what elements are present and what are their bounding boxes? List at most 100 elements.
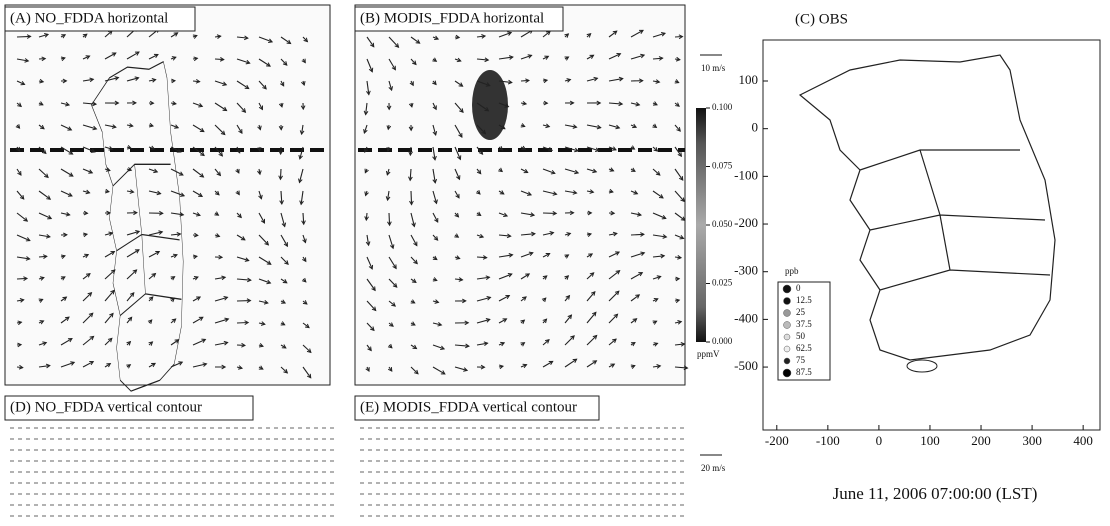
arrow-head [174, 339, 180, 344]
wind-arrow [520, 233, 535, 236]
arrow-head [260, 321, 266, 326]
x-tick-label: 400 [1073, 433, 1093, 448]
arrow-head [199, 127, 205, 133]
arrow-head [616, 52, 622, 58]
wind-arrow [82, 146, 96, 153]
arrow-head [522, 101, 528, 106]
wind-arrow [652, 234, 667, 238]
arrow-head [499, 364, 505, 370]
arrow-head [266, 279, 272, 285]
wind-arrow [258, 256, 272, 265]
arrow-head [615, 251, 621, 256]
arrow-head [67, 338, 73, 343]
arrow-head [589, 189, 595, 194]
wind-arrow [498, 102, 509, 108]
arrow-head [408, 126, 414, 132]
arrow-head [301, 81, 306, 87]
arrow-head [171, 100, 177, 106]
wind-arrow [299, 146, 304, 159]
arrow-head [465, 343, 470, 349]
arrow-head [414, 369, 419, 375]
arrow-head [241, 342, 246, 348]
arrow-head [483, 341, 489, 347]
wind-arrow [454, 168, 461, 180]
arrow-head [610, 363, 616, 368]
wind-arrow [564, 335, 575, 346]
arrow-head [589, 54, 595, 59]
wind-arrow [170, 212, 184, 216]
wind-arrow [476, 146, 484, 155]
arrow-head [302, 300, 308, 305]
arrow-head [38, 298, 44, 303]
arrow-head [299, 200, 304, 206]
arrow-head [263, 299, 269, 305]
arrow-head [198, 316, 204, 322]
arrow-head [149, 100, 155, 106]
wind-arrow [104, 146, 113, 150]
arrow-head [214, 211, 220, 216]
wind-arrow [16, 234, 31, 242]
arrow-head [298, 178, 303, 184]
arrow-head [23, 217, 29, 222]
arrow-head [299, 130, 305, 136]
arrow-head [574, 169, 580, 175]
arrow-head [370, 326, 375, 332]
arrow-head [542, 318, 548, 324]
wind-arrow [366, 36, 375, 48]
arrow-head [527, 54, 533, 59]
legend-marker [782, 368, 792, 378]
wind-arrow [82, 361, 94, 368]
arrow-head [432, 105, 437, 111]
arrow-head [482, 255, 488, 260]
arrow-head [630, 167, 636, 172]
arrow-head [114, 76, 120, 81]
wind-arrow [236, 102, 246, 113]
wind-arrow [454, 344, 469, 347]
arrow-head [19, 194, 25, 200]
wind-arrow [542, 146, 553, 151]
arrow-head [652, 101, 658, 106]
arrow-head [365, 241, 371, 247]
arrow-head [282, 61, 288, 66]
arrow-head [653, 342, 659, 347]
arrow-head [611, 146, 617, 151]
wind-arrow [432, 322, 442, 326]
arrow-head [280, 321, 286, 326]
arrow-head [572, 124, 578, 129]
arrow-head [485, 318, 491, 323]
arrow-head [508, 253, 514, 258]
legend-label: 87.5 [796, 367, 812, 377]
arrow-head [364, 191, 369, 197]
wind-arrow [387, 190, 390, 201]
wind-arrow [542, 360, 553, 368]
arrow-head [47, 215, 53, 220]
arrow-head [458, 277, 464, 282]
wind-arrow [301, 124, 304, 135]
wind-arrow [652, 32, 666, 38]
arrow-head [281, 344, 287, 349]
arrow-head [455, 255, 461, 260]
wind-arrow [366, 58, 373, 72]
wind-arrow [82, 168, 93, 174]
x-tick-label: 200 [971, 433, 991, 448]
arrow-head [456, 57, 462, 63]
arrow-head [675, 102, 680, 107]
arrow-head [484, 57, 490, 63]
wind-arrow [520, 252, 534, 258]
arrow-head [15, 124, 21, 129]
wind-arrow [258, 36, 273, 43]
wind-arrow [258, 212, 265, 224]
arrow-head [386, 147, 392, 153]
arrow-head [153, 168, 159, 174]
arrow-head [500, 341, 506, 347]
wind-arrow [432, 366, 446, 375]
arrow-head [257, 125, 262, 131]
wind-arrow [608, 124, 620, 129]
wind-arrow [388, 256, 397, 269]
arrow-head [132, 269, 138, 274]
wind-arrow [302, 234, 307, 243]
arrow-head [455, 34, 461, 40]
arrow-head [45, 363, 51, 369]
arrow-head [298, 154, 303, 160]
